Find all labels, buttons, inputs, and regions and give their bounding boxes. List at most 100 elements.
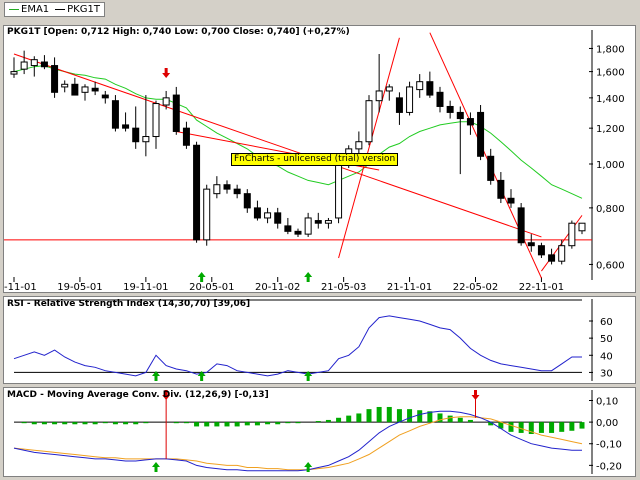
candle-body xyxy=(375,90,383,102)
macd-histogram-bar xyxy=(437,413,443,423)
macd-histogram-bar xyxy=(336,417,342,423)
candle-body xyxy=(568,222,576,247)
sell-arrow xyxy=(162,68,171,78)
macd-histogram-bar xyxy=(376,406,382,423)
buy-arrow xyxy=(197,272,206,282)
candle-body xyxy=(355,141,363,150)
macd-histogram-bar xyxy=(549,422,555,433)
candle-body xyxy=(304,217,312,235)
macd-histogram-bar xyxy=(417,410,423,423)
macd-panel[interactable]: 0,10 0,00 -0,10 -0,20 MACD - Moving Average… xyxy=(3,387,636,477)
candle-body xyxy=(264,212,272,219)
candle-body xyxy=(122,124,130,129)
macd-histogram-bar xyxy=(427,411,433,423)
macd-sell-arrow xyxy=(471,390,480,400)
candle-body xyxy=(193,144,201,241)
candle-body xyxy=(213,184,221,195)
macd-histogram-bar xyxy=(315,421,321,423)
candle-body xyxy=(111,100,119,129)
trend-line xyxy=(13,53,542,238)
macd-histogram-bar xyxy=(346,415,352,423)
macd-histogram-bar xyxy=(518,422,524,433)
macd-chart[interactable]: 0,10 0,00 -0,10 -0,20 xyxy=(4,388,635,476)
macd-histogram-bar xyxy=(112,422,118,425)
macd-histogram-bar xyxy=(579,422,585,429)
candle-body xyxy=(548,254,556,262)
rsi-y-tick-label: 60 xyxy=(600,317,613,328)
macd-histogram-bar xyxy=(204,422,210,427)
rsi-panel[interactable]: 60 50 40 30 RSI - Relative Strength Index (… xyxy=(3,296,636,384)
candle-body xyxy=(101,94,109,99)
candle-body xyxy=(253,207,261,219)
macd-histogram-bar xyxy=(133,422,139,425)
candle-body xyxy=(142,136,150,143)
macd-histogram-bar xyxy=(559,422,565,432)
price-chart[interactable]: 1,800 1,600 1,400 1,200 1,000 0,800 0,600 18-11… xyxy=(4,26,635,292)
rsi-buy-arrow xyxy=(197,371,206,381)
candle-body xyxy=(20,61,28,70)
macd-histogram-bar xyxy=(41,422,47,425)
candle-body xyxy=(487,155,495,181)
candle-body xyxy=(182,127,190,146)
macd-histogram-bar xyxy=(214,422,220,427)
macd-histogram-bar xyxy=(275,422,281,425)
macd-histogram-bar xyxy=(92,422,98,425)
price-y-tick-label: 1,200 xyxy=(596,124,625,135)
macd-histogram-bar xyxy=(224,422,230,427)
macd-histogram-bar xyxy=(244,422,250,426)
macd-histogram-bar xyxy=(467,419,473,423)
candle-body xyxy=(91,87,99,92)
macd-sell-arrow xyxy=(162,390,171,400)
candle-body xyxy=(466,118,474,126)
candle-body xyxy=(314,220,322,224)
candle-body xyxy=(71,83,79,96)
macd-histogram-bar xyxy=(123,422,129,425)
macd-histogram-bar xyxy=(457,417,463,423)
candle-body xyxy=(406,86,414,113)
candle-body xyxy=(477,111,485,157)
price-panel[interactable]: 1,800 1,600 1,400 1,200 1,000 0,800 0,600 18-11… xyxy=(3,25,636,293)
macd-histogram-bar xyxy=(234,422,240,427)
price-x-tick-label: 19-11-01 xyxy=(123,282,168,292)
macd-histogram-bar xyxy=(447,415,453,423)
candle-body xyxy=(233,188,241,195)
candle-body xyxy=(30,59,38,67)
candle-body xyxy=(517,207,525,244)
candle-body xyxy=(365,100,373,143)
macd-histogram-bar xyxy=(407,409,413,423)
candle-body xyxy=(416,81,424,91)
candle-body xyxy=(385,86,393,92)
legend-item-price: PKG1T xyxy=(55,4,100,15)
macd-histogram-bar xyxy=(356,413,362,423)
candle-body xyxy=(456,111,464,120)
candle-body xyxy=(51,65,59,93)
rsi-chart[interactable]: 60 50 40 30 xyxy=(4,297,635,383)
rsi-y-tick-label: 30 xyxy=(600,368,613,379)
macd-y-tick-label: -0,20 xyxy=(596,461,622,472)
buy-arrow xyxy=(304,272,313,282)
macd-histogram-bar xyxy=(386,406,392,423)
legend: EMA1 PKG1T xyxy=(4,2,105,17)
candle-body xyxy=(507,197,515,204)
rsi-y-tick-label: 40 xyxy=(600,351,613,362)
macd-histogram-bar xyxy=(528,422,534,434)
macd-histogram-bar xyxy=(538,422,544,433)
price-y-tick-label: 1,400 xyxy=(596,94,625,105)
macd-histogram-bar xyxy=(569,422,575,431)
candle-body xyxy=(527,242,535,247)
macd-signal-line xyxy=(13,416,583,471)
macd-histogram-bar xyxy=(52,422,58,425)
rsi-buy-arrow xyxy=(304,371,313,381)
trial-watermark: FnCharts - unlicensed (trial) version xyxy=(231,153,399,166)
candle-body xyxy=(395,97,403,113)
rsi-line xyxy=(13,315,582,377)
candle-body xyxy=(40,61,48,68)
macd-histogram-bar xyxy=(21,422,27,424)
candle-body xyxy=(61,83,69,88)
macd-histogram-bar xyxy=(295,422,301,424)
macd-buy-arrow xyxy=(152,462,160,472)
price-y-tick-label: 1,800 xyxy=(596,44,625,55)
price-x-tick-label: 22-05-02 xyxy=(453,282,498,292)
macd-histogram-bar xyxy=(82,422,88,425)
